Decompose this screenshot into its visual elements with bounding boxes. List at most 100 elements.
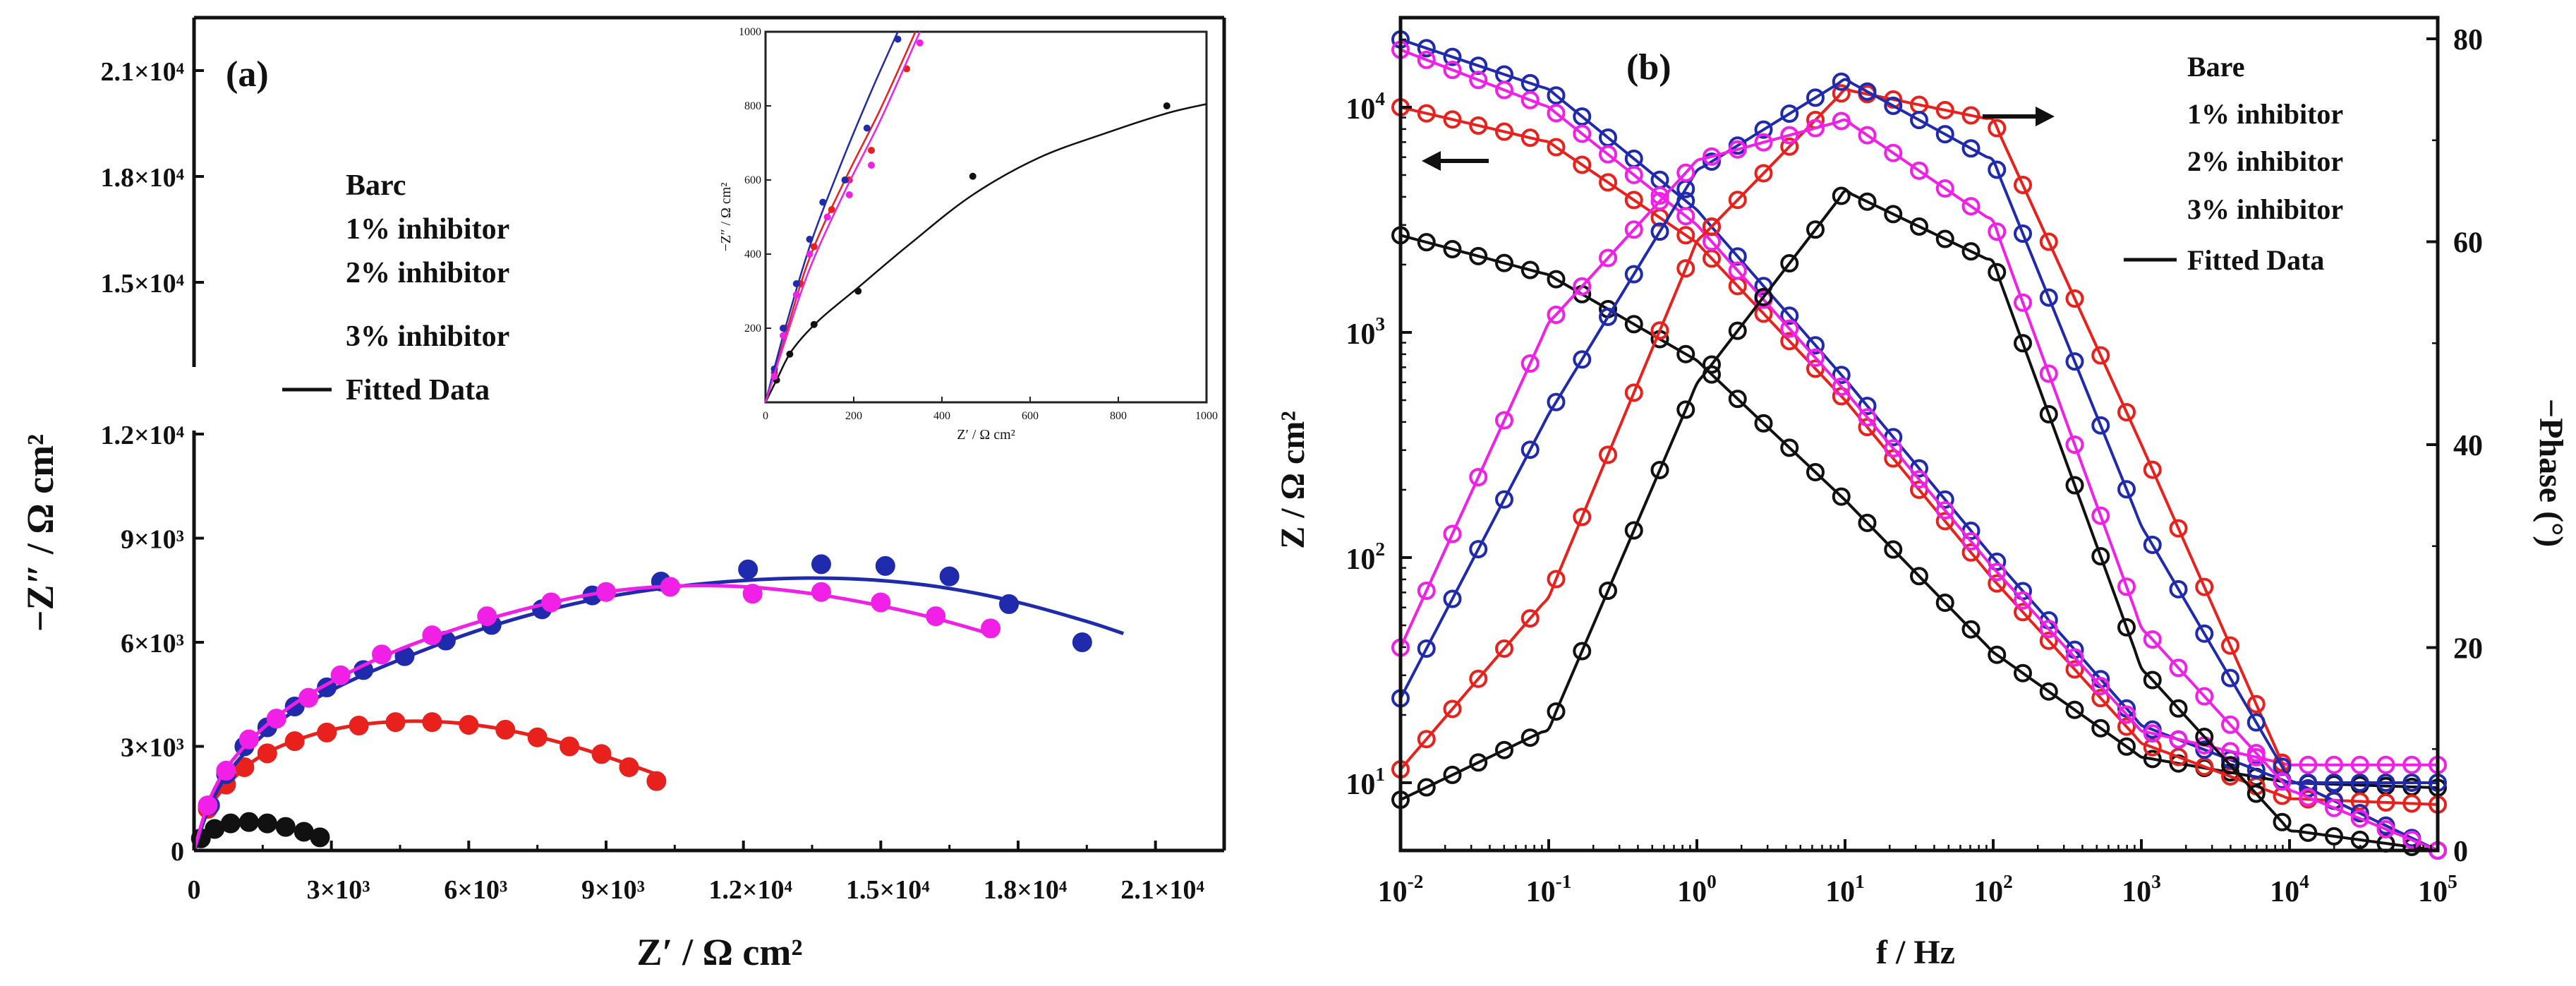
panel-b-point [2325, 826, 2343, 846]
panel-b-ytick-right-label: 40 [2453, 430, 2483, 462]
panel-b-point [1417, 582, 1436, 600]
panel-b-point [1780, 332, 1799, 351]
panel-b-point [1806, 88, 1825, 107]
panel-b-point [1495, 80, 1513, 100]
inset-point [969, 172, 976, 180]
inset-point [841, 176, 849, 184]
panel-b-xtick-label: 102 [1973, 871, 2013, 908]
panel-b: 10-2 10-1 100 101 102 103 104 105 101 102 103 104 0 2… [1274, 16, 2570, 971]
panel-a-point [560, 736, 580, 757]
panel-b-point [2299, 788, 2318, 807]
panel-b-point [1469, 669, 1488, 688]
panel-a-ytick-label: 1.2×10⁴ [100, 421, 184, 450]
panel-b-ylabel-right: −Phase (°) [2532, 399, 2570, 548]
panel-b-point [1780, 319, 1799, 338]
legend-a-2pct: 2% inhibitor [346, 257, 509, 289]
panel-b-point [2065, 700, 2084, 719]
panel-a-ytick-label: 2.1×10⁴ [100, 57, 184, 87]
inset-point [916, 39, 924, 47]
panel-b-point [1650, 186, 1669, 205]
inset-xtick-label: 600 [1022, 410, 1039, 422]
panel-b-point [1961, 620, 1981, 639]
panel-b-point [1520, 440, 1540, 459]
panel-b-point [1988, 222, 2007, 241]
panel-b-point [1443, 110, 1462, 129]
panel-b-point [1469, 71, 1488, 90]
panel-b-point [1832, 84, 1851, 103]
panel-b-point [1676, 163, 1695, 182]
panel-a-axes: 0 3×10³ 6×10³ 9×10³ 1.2×10⁴ 1.5×10⁴ 1.8×10⁴ 2.1… [100, 16, 1226, 905]
panel-b-point [2065, 352, 2084, 371]
panel-b-point [1935, 100, 1954, 119]
panel-b-point [1417, 50, 1436, 69]
panel-b-point [1624, 315, 1643, 334]
panel-b-fit-6 [1399, 78, 2438, 852]
panel-b-point [1573, 107, 1592, 126]
panel-b-point [2143, 630, 2162, 649]
panel-b-point [1417, 233, 1436, 252]
panel-b-point [2273, 812, 2292, 831]
panel-b-point [2039, 288, 2058, 307]
inset-ytick-label: 400 [744, 248, 761, 260]
panel-a-point [220, 813, 241, 834]
panel-b-ytick-right-label: 20 [2453, 633, 2483, 666]
panel-b-point [1961, 139, 1981, 158]
inset-frame [764, 30, 1208, 404]
panel-b-point [1417, 778, 1436, 797]
inset-point [819, 198, 827, 206]
panel-b-point [1806, 220, 1825, 239]
inset-point [806, 236, 814, 243]
panel-b-point [1599, 248, 1617, 267]
panel-a-point [660, 577, 680, 597]
panel-a-point [527, 727, 548, 747]
panel-b-point [1935, 593, 1954, 612]
panel-a-point [811, 582, 831, 602]
panel-b-point [2039, 364, 2058, 383]
panel-b-point [2117, 480, 2136, 499]
panel-b-point [1573, 507, 1592, 527]
panel-b-fit-7 [1399, 118, 2438, 852]
panel-b-point [1832, 112, 1851, 131]
panel-b-point [2247, 695, 2266, 714]
inset-point [786, 350, 794, 358]
panel-b-point [2143, 724, 2162, 743]
panel-a-point [999, 594, 1020, 614]
panel-b-fit-2 [1400, 38, 2438, 785]
inset-ytick-label: 800 [744, 100, 761, 112]
panel-a-point [257, 743, 277, 764]
panel-b-point [2169, 579, 2188, 599]
panel-b-point [2325, 755, 2343, 774]
panel-b-point [1806, 462, 1825, 481]
panel-b-point [1961, 531, 1981, 551]
panel-a-point [298, 687, 319, 708]
panel-b-point [2091, 719, 2110, 738]
panel-b-point [1676, 207, 1695, 226]
panel-a-point [619, 757, 639, 777]
panel-a-ytick-label: 1.8×10⁴ [100, 163, 184, 193]
panel-b-frame [1398, 16, 2440, 853]
panel-b-point [1599, 145, 1617, 164]
panel-b-ytick-left-label: 104 [1346, 88, 1385, 126]
panel-b-point [1417, 39, 1436, 58]
panel-b-point [1624, 220, 1643, 239]
panel-a-xtick-label: 1.5×10⁴ [846, 875, 930, 905]
panel-a-point [330, 665, 351, 685]
panel-b-point [2325, 798, 2343, 817]
panel-b-point [2143, 460, 2162, 479]
panel-b-point [2014, 224, 2032, 243]
panel-b-point [1443, 765, 1462, 784]
panel-a-point [422, 712, 442, 733]
panel-b-ylabel-left: Z / Ω cm² [1274, 411, 1312, 548]
panel-b-point [1988, 119, 2007, 138]
panel-b-point [1520, 728, 1540, 747]
panel-b-point [2247, 744, 2266, 762]
panel-b-point [1988, 645, 2007, 664]
legend-b-1pct: 1% inhibitor [2187, 98, 2343, 130]
panel-a-point [459, 715, 479, 735]
inset-ytick-label: 1000 [739, 26, 761, 38]
panel-b-point [2169, 659, 2188, 678]
panel-b-point [1858, 192, 1877, 211]
panel-a-xtick-label: 1.8×10⁴ [984, 875, 1068, 905]
panel-b-point [2039, 631, 2058, 650]
panel-b-point [2039, 620, 2058, 639]
